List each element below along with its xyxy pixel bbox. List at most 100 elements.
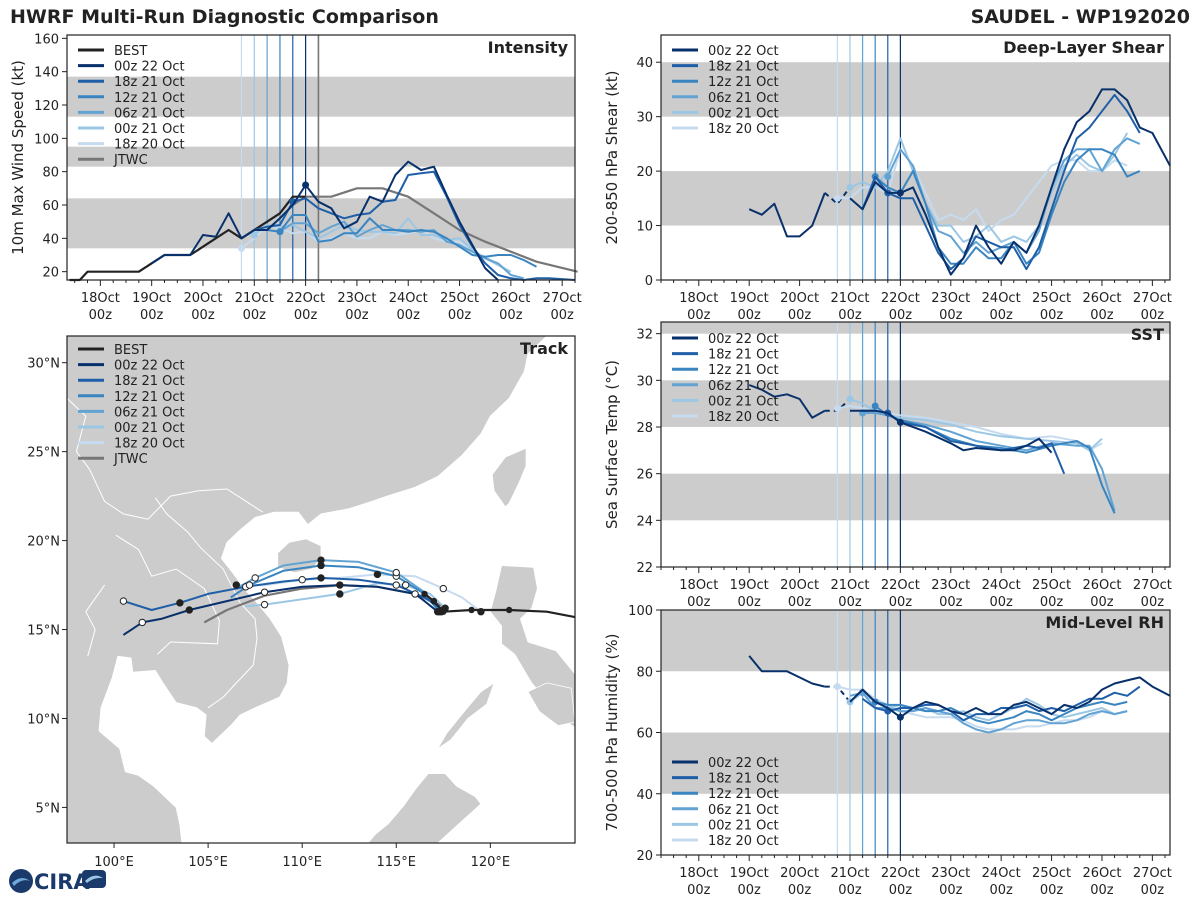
shaded-band (67, 76, 575, 117)
x-tick-label: 19Oct (730, 291, 769, 306)
run-init-point (833, 404, 841, 412)
cira-badge-icon (82, 870, 106, 888)
x-tick-label: 21Oct (830, 291, 869, 306)
borneo-land (367, 773, 482, 843)
track-position-dot (401, 581, 410, 589)
forecast-run-series-line (849, 691, 1128, 734)
run-init-point (833, 194, 841, 202)
x-tick-label: 18Oct (679, 291, 718, 306)
y-tick-label: 28 (636, 421, 653, 436)
y-tick-label: 140 (34, 66, 59, 81)
x-tick-sublabel: 00z (838, 883, 862, 898)
legend-label: BEST (114, 44, 147, 59)
y-tick-label: 120 (34, 99, 59, 114)
y-tick-label: 10 (636, 220, 653, 235)
x-tick-label: 23Oct (931, 578, 970, 593)
legend-label: JTWC (113, 452, 148, 467)
x-tick-label: 25Oct (1032, 291, 1071, 306)
x-tick-sublabel: 00z (939, 883, 963, 898)
legend-label: JTWC (113, 153, 148, 168)
y-tick-label: 0 (645, 274, 653, 289)
x-tick-sublabel: 00z (687, 883, 711, 898)
legend-label: 00z 22 Oct (114, 359, 185, 374)
forecast-run-series-line (266, 214, 537, 268)
forecast-run-series-line (874, 700, 1128, 725)
x-tick-sublabel: 00z (550, 308, 574, 323)
intensity-panel: 20 40 60 80 100 120 140 160 18Oct 00z 19Oct 00z 20Oc… (9, 32, 582, 323)
forecast-run-series-line (837, 405, 1103, 452)
x-tick-label: 24Oct (982, 291, 1021, 306)
run-init-point (896, 189, 904, 197)
run-init-point (896, 418, 904, 426)
x-tick-sublabel: 00z (838, 308, 862, 323)
shaded-band (661, 732, 1170, 794)
y-tick-label: 60 (636, 727, 653, 742)
x-tick-sublabel: 00z (939, 308, 963, 323)
x-tick-sublabel: 00z (499, 308, 523, 323)
lat-tick-label: 15°N (27, 624, 60, 639)
map-layer (67, 336, 575, 843)
legend-label: 18z 21 Oct (114, 75, 185, 90)
x-tick-label: 19Oct (730, 866, 769, 881)
legend-label: 12z 21 Oct (708, 75, 779, 90)
x-tick-label: 20Oct (780, 578, 819, 593)
x-tick-label: 19Oct (730, 578, 769, 593)
x-tick-label: 18Oct (679, 866, 718, 881)
forecast-run-track-line (123, 576, 444, 611)
x-tick-sublabel: 00z (1141, 308, 1165, 323)
country-border (67, 397, 263, 520)
x-tick-sublabel: 00z (989, 883, 1013, 898)
x-tick-sublabel: 00z (687, 308, 711, 323)
forecast-run-series-line (254, 170, 576, 281)
x-tick-label: 24Oct (982, 578, 1021, 593)
forecast-run-series-line (151, 160, 499, 281)
legend-label: 06z 21 Oct (708, 379, 779, 394)
x-tick-label: 26Oct (491, 291, 530, 306)
y-tick-label: 60 (42, 199, 59, 214)
x-tick-sublabel: 00z (1141, 883, 1165, 898)
x-tick-sublabel: 00z (788, 595, 812, 610)
x-tick-sublabel: 00z (1090, 595, 1114, 610)
y-tick-label: 30 (636, 111, 653, 126)
storm-id-title: SAUDEL - WP192020 (970, 6, 1190, 28)
y-tick-label: 40 (636, 788, 653, 803)
run-init-point (276, 228, 284, 236)
country-border (154, 497, 258, 709)
legend-label: 18z 20 Oct (114, 138, 185, 153)
track-position-dot (392, 581, 400, 589)
x-tick-sublabel: 00z (1040, 308, 1064, 323)
run-init-point (896, 713, 904, 721)
y-axis-label: 200-850 hPa Shear (kt) (603, 71, 621, 245)
track-position-dot (176, 599, 184, 607)
x-tick-sublabel: 00z (989, 308, 1013, 323)
forecast-run-series-line (849, 132, 1129, 243)
analysis-series-line (748, 192, 826, 238)
x-tick-label: 21Oct (830, 578, 869, 593)
x-tick-label: 26Oct (1082, 291, 1121, 306)
x-tick-sublabel: 00z (1040, 595, 1064, 610)
x-tick-sublabel: 00z (1040, 883, 1064, 898)
y-tick-label: 30 (636, 374, 653, 389)
legend-label: 06z 21 Oct (708, 803, 779, 818)
legend-label: 18z 20 Oct (708, 410, 779, 425)
track-panel: 100°E 105°E 110°E 115°E 120°E 5°N 10°N 15°N 20°N… (27, 335, 576, 870)
legend-label: 18z 21 Oct (708, 60, 779, 75)
track-position-dot (138, 618, 146, 627)
panel-title: Track (520, 339, 568, 358)
legend-label: 18z 20 Oct (708, 834, 779, 849)
analysis-series-line (748, 384, 826, 419)
analysis-series-dashed-line (824, 186, 851, 205)
y-tick-label: 24 (636, 514, 653, 529)
best-position-dot (430, 597, 438, 605)
y-axis-label: 10m Max Wind Speed (kt) (9, 60, 27, 255)
x-tick-label: 22Oct (286, 291, 325, 306)
x-tick-sublabel: 00z (738, 308, 762, 323)
track-position-dot (260, 588, 269, 596)
x-tick-label: 26Oct (1082, 866, 1121, 881)
panel-title: Intensity (488, 38, 569, 57)
y-tick-label: 40 (42, 232, 59, 247)
x-tick-sublabel: 00z (788, 308, 812, 323)
y-axis-label: 700-500 hPa Humidity (%) (603, 633, 621, 831)
x-tick-sublabel: 00z (687, 595, 711, 610)
